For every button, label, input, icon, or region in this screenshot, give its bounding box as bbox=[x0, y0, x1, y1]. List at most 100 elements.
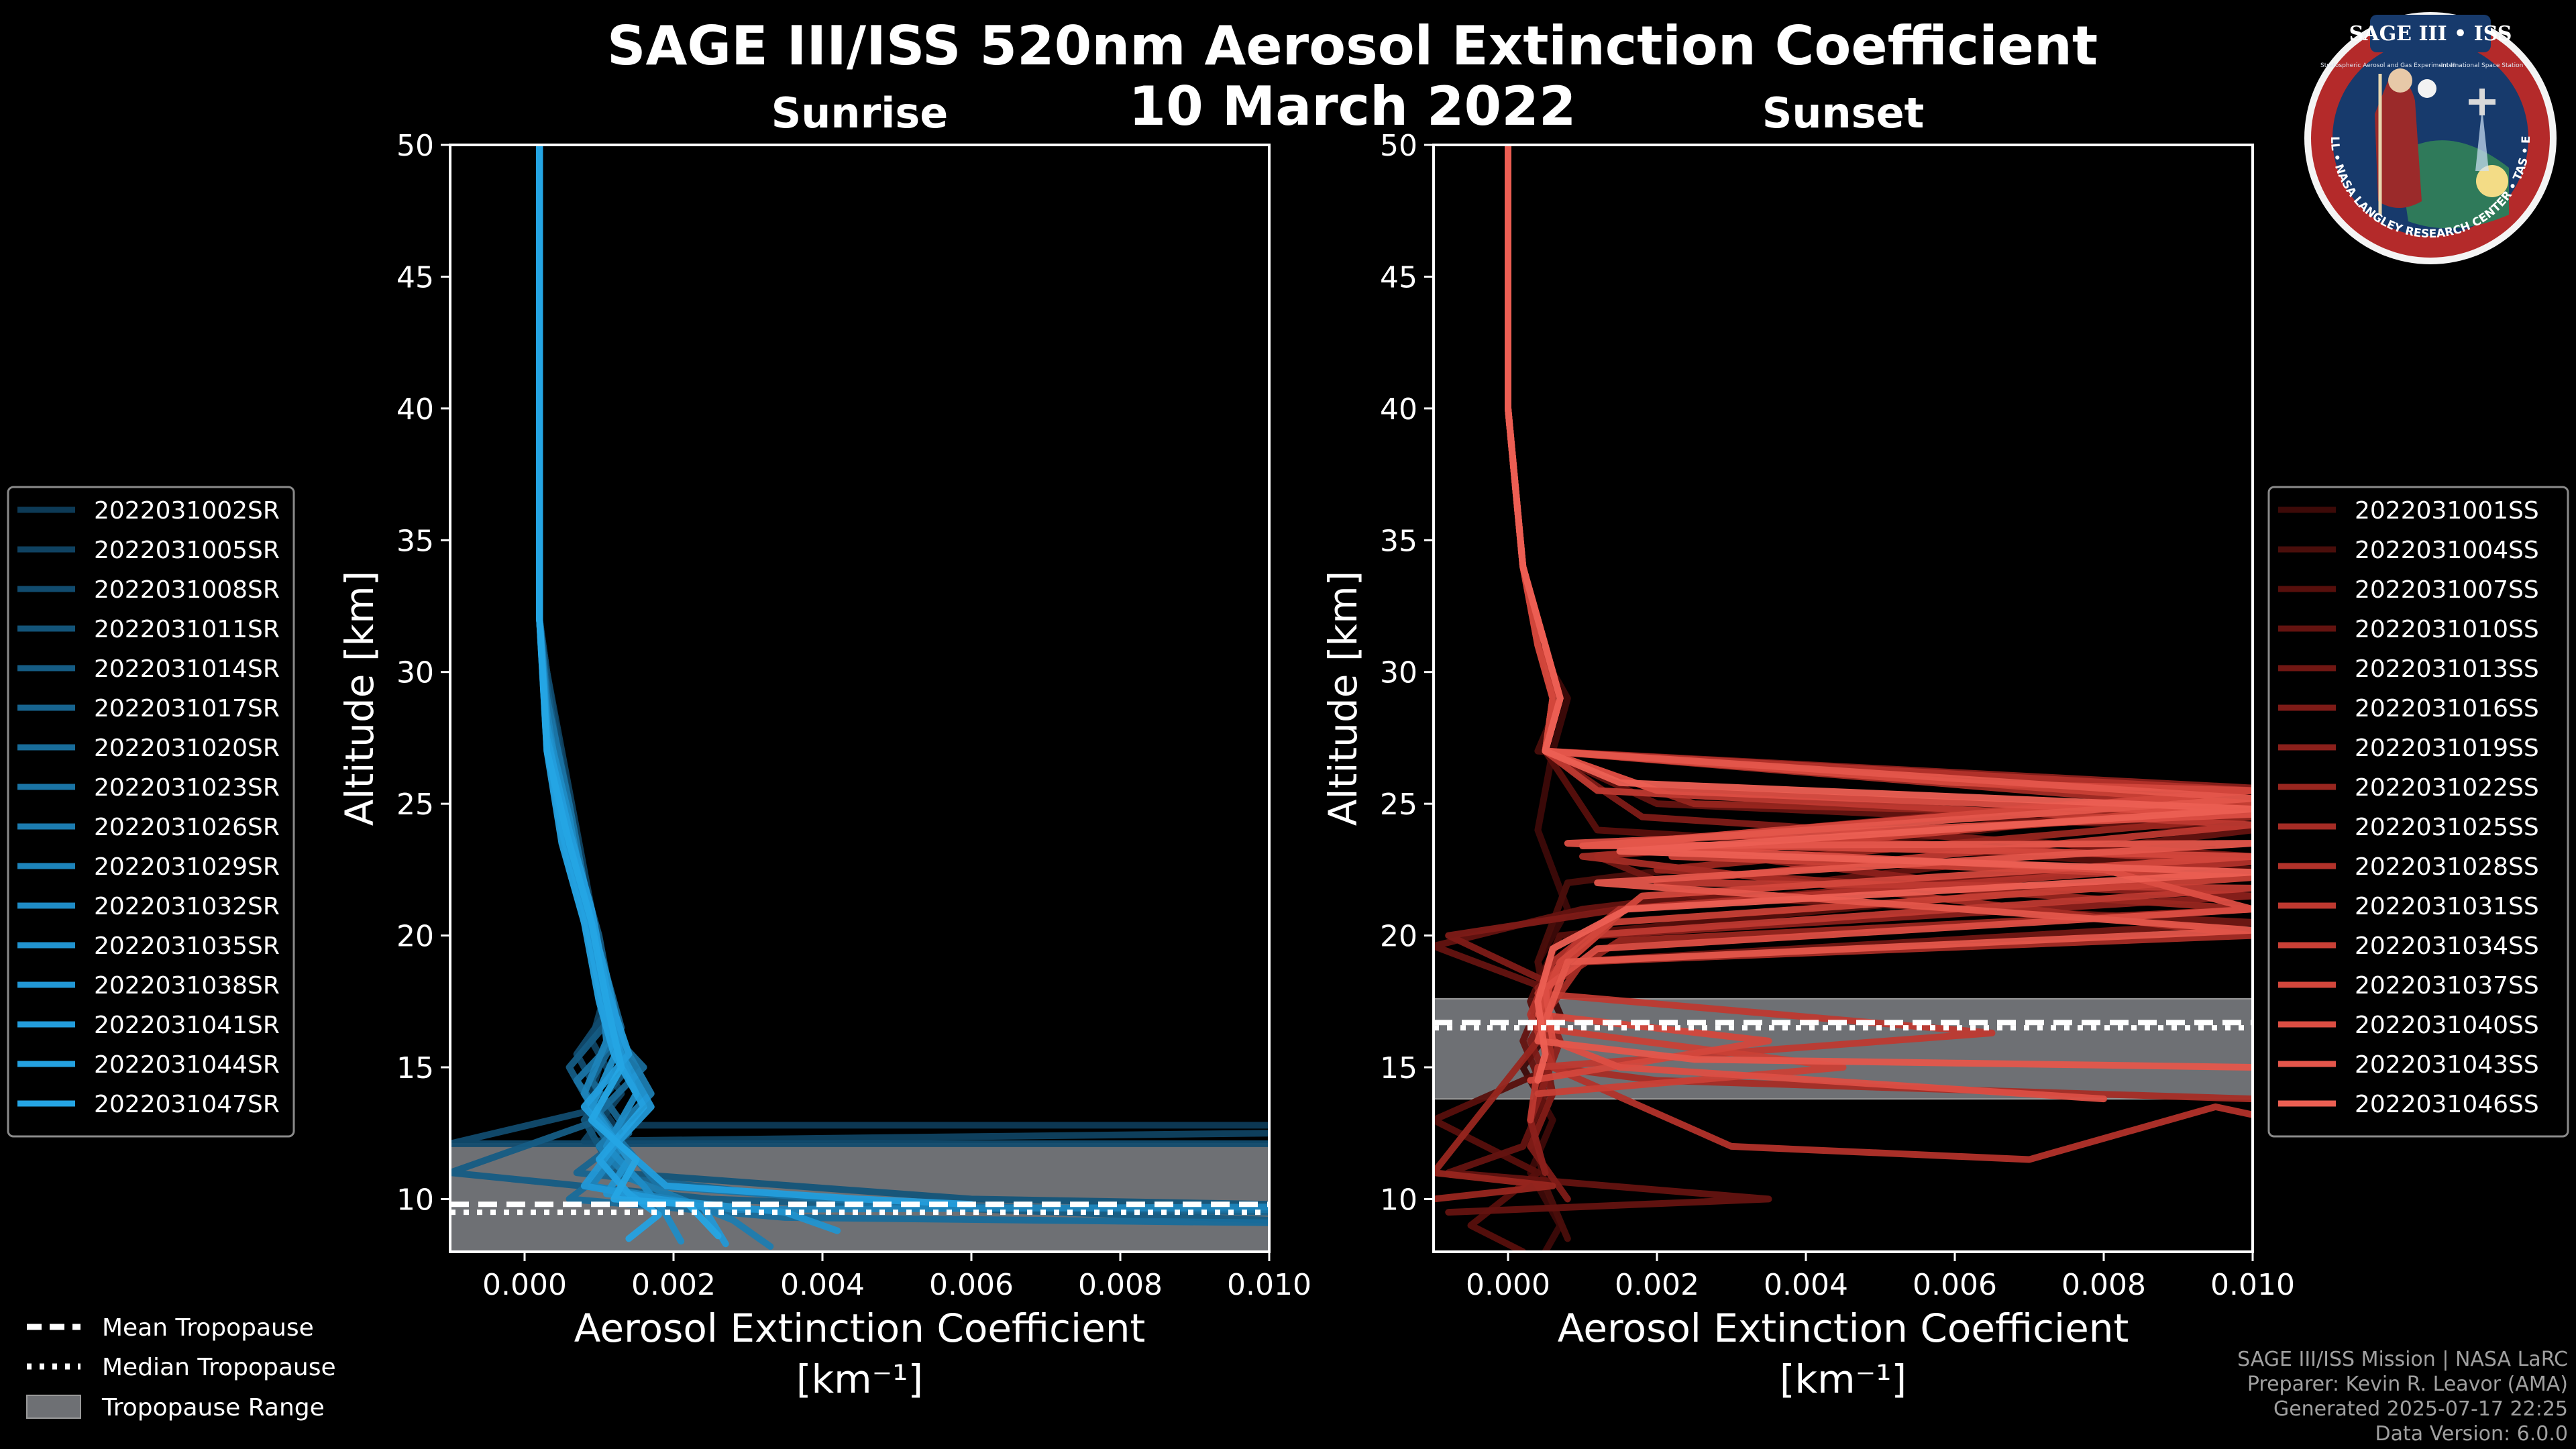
legend-entry-label: 2022031034SS bbox=[2355, 932, 2539, 960]
y-tick-label: 40 bbox=[396, 392, 434, 427]
sunrise-panel: 10 15 20 25 30 35 40 45 50 0.000 0.002 0.004 0.006 0.… bbox=[337, 89, 1311, 1402]
y-tick-label: 25 bbox=[1380, 788, 1417, 822]
y-tick-label: 10 bbox=[1380, 1183, 1417, 1217]
sunset-panel: 10 15 20 25 30 35 40 45 50 0.000 0.002 0.004 0.006 0.… bbox=[1320, 89, 2295, 1402]
footer-generated: Generated 2025-07-17 22:25 bbox=[2273, 1397, 2568, 1421]
legend-entry-label: 2022031029SR bbox=[94, 853, 280, 881]
mean-tropopause-label: Mean Tropopause bbox=[102, 1314, 314, 1342]
sunrise-x-axis-unit: [km⁻¹] bbox=[796, 1356, 923, 1402]
legend-entry-label: 2022031017SR bbox=[94, 695, 280, 722]
sunrise-panel-title: Sunrise bbox=[771, 89, 949, 138]
legend-entry-label: 2022031047SR bbox=[94, 1091, 280, 1118]
legend-entry-label: 2022031028SS bbox=[2355, 853, 2539, 881]
footer-data-version: Data Version: 6.0.0 bbox=[2375, 1422, 2568, 1446]
legend-entry-label: 2022031023SR bbox=[94, 774, 280, 802]
figure-title: SAGE III/ISS 520nm Aerosol Extinction Co… bbox=[607, 15, 2098, 77]
sunset-y-axis-label: Altitude [km] bbox=[1320, 571, 1366, 826]
y-tick-label: 40 bbox=[1380, 392, 1417, 427]
tropopause-legend: Mean Tropopause Median Tropopause Tropop… bbox=[26, 1314, 336, 1421]
legend-entry-label: 2022031016SS bbox=[2355, 695, 2539, 722]
legend-entry-label: 2022031005SR bbox=[94, 537, 280, 564]
x-tick-label: 0.006 bbox=[1913, 1268, 1997, 1302]
sunset-x-axis-label: Aerosol Extinction Coefficient bbox=[1558, 1305, 2129, 1351]
legend-entry-label: 2022031041SR bbox=[94, 1012, 280, 1039]
sunrise-legend-box bbox=[7, 486, 295, 1138]
median-tropopause-label: Median Tropopause bbox=[102, 1354, 336, 1381]
x-tick-label: 0.002 bbox=[631, 1268, 716, 1302]
sunrise-y-axis-label: Altitude [km] bbox=[337, 571, 382, 826]
y-tick-label: 30 bbox=[1380, 656, 1417, 690]
tropopause-range-swatch bbox=[26, 1395, 81, 1419]
astronomer-figure bbox=[2375, 79, 2422, 208]
legend-entry-label: 2022031019SS bbox=[2355, 735, 2539, 762]
legend-entry-label: 2022031038SR bbox=[94, 972, 280, 1000]
legend-entry-label: 2022031013SS bbox=[2355, 655, 2539, 683]
logo-title: SAGE III • ISS bbox=[2349, 22, 2512, 46]
x-tick-label: 0.008 bbox=[2061, 1268, 2146, 1302]
legend-entry-label: 2022031032SR bbox=[94, 893, 280, 920]
moon-icon bbox=[2418, 79, 2436, 98]
legend-entry-label: 2022031020SR bbox=[94, 735, 280, 762]
footer-preparer: Preparer: Kevin R. Leavor (AMA) bbox=[2247, 1373, 2568, 1396]
sunset-legend-box bbox=[2267, 486, 2569, 1138]
legend-entry-label: 2022031002SR bbox=[94, 497, 280, 525]
legend-entry-label: 2022031046SS bbox=[2355, 1091, 2539, 1118]
tropopause-range-label: Tropopause Range bbox=[101, 1394, 325, 1421]
y-tick-label: 30 bbox=[396, 656, 434, 690]
y-tick-label: 45 bbox=[1380, 260, 1417, 294]
y-tick-label: 45 bbox=[396, 260, 434, 294]
y-tick-label: 10 bbox=[396, 1183, 434, 1217]
y-tick-label: 20 bbox=[396, 920, 434, 954]
sunset-x-axis-unit: [km⁻¹] bbox=[1780, 1356, 1907, 1402]
legend-entry-label: 2022031022SS bbox=[2355, 774, 2539, 802]
y-tick-label: 35 bbox=[1380, 524, 1417, 558]
sunrise-x-axis-label: Aerosol Extinction Coefficient bbox=[574, 1305, 1146, 1351]
x-tick-label: 0.008 bbox=[1078, 1268, 1163, 1302]
legend-entry-label: 2022031040SS bbox=[2355, 1012, 2539, 1039]
legend-entry-label: 2022031043SS bbox=[2355, 1051, 2539, 1079]
sunrise-legend: 2022031002SR 2022031005SR 2022031008SR 2022… bbox=[7, 486, 295, 1138]
y-tick-label: 35 bbox=[396, 524, 434, 558]
legend-entry-label: 2022031007SS bbox=[2355, 576, 2539, 604]
light-beam-graphic bbox=[2475, 107, 2489, 171]
legend-entry-label: 2022031004SS bbox=[2355, 537, 2539, 564]
x-tick-label: 0.004 bbox=[1764, 1268, 1848, 1302]
x-tick-label: 0.002 bbox=[1615, 1268, 1699, 1302]
x-tick-label: 0.010 bbox=[1227, 1268, 1311, 1302]
figure-date: 10 March 2022 bbox=[1128, 75, 1576, 138]
y-tick-label: 25 bbox=[396, 788, 434, 822]
legend-entry-label: 2022031031SS bbox=[2355, 893, 2539, 920]
legend-entry-label: 2022031044SR bbox=[94, 1051, 280, 1079]
sunset-panel-title: Sunset bbox=[1762, 89, 1925, 138]
y-tick-label: 15 bbox=[396, 1051, 434, 1085]
legend-entry-label: 2022031008SR bbox=[94, 576, 280, 604]
x-tick-label: 0.000 bbox=[1466, 1268, 1550, 1302]
y-tick-label: 20 bbox=[1380, 920, 1417, 954]
x-tick-label: 0.006 bbox=[929, 1268, 1014, 1302]
x-tick-label: 0.000 bbox=[482, 1268, 567, 1302]
legend-entry-label: 2022031026SR bbox=[94, 814, 280, 841]
legend-entry-label: 2022031037SS bbox=[2355, 972, 2539, 1000]
logo-left-caption: Stratospheric Aerosol and Gas Experiment… bbox=[2320, 62, 2456, 69]
series-line-2022031046SS bbox=[1505, 145, 2253, 1084]
footer-credit: SAGE III/ISS Mission | NASA LaRC Prepare… bbox=[2237, 1348, 2568, 1446]
legend-entry-label: 2022031010SS bbox=[2355, 616, 2539, 643]
sun-icon bbox=[2476, 165, 2508, 197]
series-line-2022031047SR bbox=[536, 145, 722, 1240]
sunset-legend: 2022031001SS 2022031004SS 2022031007SS 2022… bbox=[2267, 486, 2569, 1138]
y-tick-label: 50 bbox=[396, 129, 434, 163]
legend-entry-label: 2022031001SS bbox=[2355, 497, 2539, 525]
legend-entry-label: 2022031014SR bbox=[94, 655, 280, 683]
logo-right-caption: International Space Station bbox=[2441, 62, 2524, 69]
sunset-axes-frame bbox=[1432, 144, 2254, 1253]
legend-entry-label: 2022031025SS bbox=[2355, 814, 2539, 841]
sunrise-axes-frame bbox=[449, 144, 1271, 1253]
x-tick-label: 0.010 bbox=[2210, 1268, 2295, 1302]
iss-icon bbox=[2469, 89, 2496, 115]
y-tick-label: 50 bbox=[1380, 129, 1417, 163]
legend-entry-label: 2022031011SR bbox=[94, 616, 280, 643]
footer-mission: SAGE III/ISS Mission | NASA LaRC bbox=[2237, 1348, 2568, 1371]
y-tick-label: 15 bbox=[1380, 1051, 1417, 1085]
x-tick-label: 0.004 bbox=[780, 1268, 865, 1302]
